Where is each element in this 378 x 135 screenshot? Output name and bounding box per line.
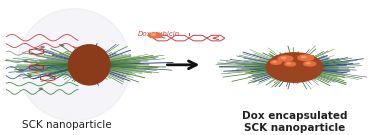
Circle shape bbox=[287, 63, 290, 64]
Circle shape bbox=[20, 70, 23, 71]
Circle shape bbox=[285, 62, 296, 66]
Ellipse shape bbox=[68, 45, 110, 85]
Text: Doxorubicin: Doxorubicin bbox=[138, 31, 180, 37]
Circle shape bbox=[60, 45, 64, 46]
Circle shape bbox=[273, 61, 276, 62]
Circle shape bbox=[151, 34, 156, 35]
Circle shape bbox=[271, 60, 281, 64]
Circle shape bbox=[304, 62, 316, 66]
Circle shape bbox=[41, 46, 44, 48]
Circle shape bbox=[301, 56, 306, 58]
Ellipse shape bbox=[18, 9, 131, 121]
Circle shape bbox=[39, 88, 42, 89]
Circle shape bbox=[298, 55, 314, 61]
Circle shape bbox=[307, 63, 310, 64]
Circle shape bbox=[25, 61, 28, 62]
Text: Dox encapsulated
SCK nanoparticle: Dox encapsulated SCK nanoparticle bbox=[242, 111, 347, 133]
Circle shape bbox=[282, 57, 286, 59]
Ellipse shape bbox=[266, 53, 323, 82]
Circle shape bbox=[149, 33, 162, 38]
Text: SCK nanoparticle: SCK nanoparticle bbox=[22, 120, 112, 130]
Circle shape bbox=[28, 75, 31, 76]
Circle shape bbox=[278, 56, 293, 61]
